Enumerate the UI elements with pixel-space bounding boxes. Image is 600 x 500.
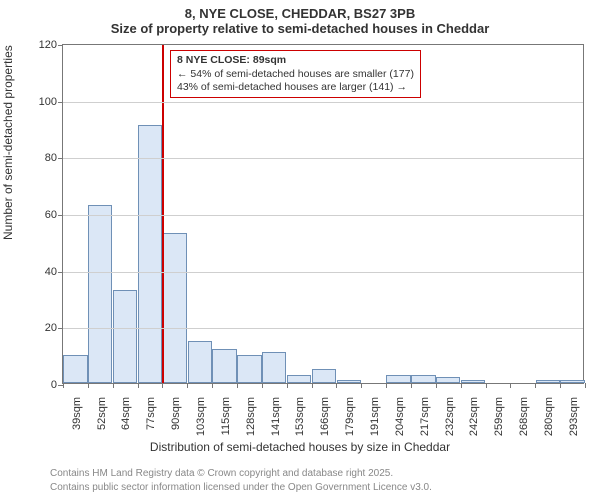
x-tick-label: 115sqm bbox=[220, 397, 232, 435]
chart-title: 8, NYE CLOSE, CHEDDAR, BS27 3PB Size of … bbox=[0, 6, 600, 36]
x-tick-label: 259sqm bbox=[493, 397, 505, 436]
gridline-h bbox=[63, 328, 583, 329]
bar bbox=[436, 377, 460, 383]
x-tick-mark bbox=[312, 383, 313, 388]
annotation-line-1: 8 NYE CLOSE: 89sqm bbox=[177, 54, 414, 67]
x-tick-mark bbox=[560, 383, 561, 388]
title-line-1: 8, NYE CLOSE, CHEDDAR, BS27 3PB bbox=[0, 6, 600, 21]
bar bbox=[138, 125, 162, 383]
x-tick-mark bbox=[88, 383, 89, 388]
gridline-h bbox=[63, 272, 583, 273]
bar bbox=[461, 380, 485, 383]
footer-line-2: Contains public sector information licen… bbox=[50, 481, 586, 495]
x-tick-mark bbox=[585, 383, 586, 388]
x-tick-mark bbox=[262, 383, 263, 388]
x-tick-mark bbox=[386, 383, 387, 388]
bar bbox=[287, 375, 311, 384]
bar bbox=[188, 341, 212, 384]
x-tick-label: 242sqm bbox=[468, 397, 480, 436]
x-tick-label: 52sqm bbox=[96, 397, 108, 430]
y-tick-label: 0 bbox=[51, 379, 63, 391]
y-tick-label: 100 bbox=[39, 96, 63, 108]
gridline-h bbox=[63, 102, 583, 103]
x-tick-mark bbox=[361, 383, 362, 388]
x-tick-label: 166sqm bbox=[319, 397, 331, 436]
x-tick-mark bbox=[411, 383, 412, 388]
footer: Contains HM Land Registry data © Crown c… bbox=[50, 467, 586, 494]
x-tick-mark bbox=[138, 383, 139, 388]
title-line-2: Size of property relative to semi-detach… bbox=[0, 21, 600, 36]
x-tick-mark bbox=[336, 383, 337, 388]
x-tick-label: 64sqm bbox=[120, 397, 132, 430]
bar bbox=[411, 375, 435, 384]
y-tick-label: 20 bbox=[45, 322, 63, 334]
annotation-box: 8 NYE CLOSE: 89sqm ← 54% of semi-detache… bbox=[170, 50, 421, 98]
chart-root: 8, NYE CLOSE, CHEDDAR, BS27 3PB Size of … bbox=[0, 0, 600, 500]
x-tick-label: 179sqm bbox=[344, 397, 356, 436]
y-axis-label: Number of semi-detached properties bbox=[1, 45, 15, 240]
x-tick-mark bbox=[510, 383, 511, 388]
y-tick-label: 80 bbox=[45, 152, 63, 164]
plot-area: 8 NYE CLOSE: 89sqm ← 54% of semi-detache… bbox=[62, 44, 584, 384]
bar bbox=[560, 380, 584, 383]
y-tick-label: 40 bbox=[45, 266, 63, 278]
x-tick-label: 141sqm bbox=[270, 397, 282, 436]
x-tick-label: 217sqm bbox=[419, 397, 431, 436]
bar bbox=[113, 290, 137, 384]
gridline-h bbox=[63, 158, 583, 159]
x-tick-mark bbox=[63, 383, 64, 388]
x-tick-label: 191sqm bbox=[369, 397, 381, 436]
gridline-h bbox=[63, 215, 583, 216]
x-tick-mark bbox=[461, 383, 462, 388]
x-tick-label: 90sqm bbox=[170, 397, 182, 430]
annotation-line-3: 43% of semi-detached houses are larger (… bbox=[177, 81, 414, 94]
bar bbox=[536, 380, 560, 383]
bar bbox=[63, 355, 87, 383]
x-tick-label: 232sqm bbox=[444, 397, 456, 436]
y-tick-label: 60 bbox=[45, 209, 63, 221]
bar bbox=[88, 205, 112, 384]
x-tick-mark bbox=[237, 383, 238, 388]
footer-line-1: Contains HM Land Registry data © Crown c… bbox=[50, 467, 586, 481]
annotation-line-2: ← 54% of semi-detached houses are smalle… bbox=[177, 68, 414, 81]
x-tick-label: 128sqm bbox=[245, 397, 257, 436]
x-tick-label: 204sqm bbox=[394, 397, 406, 436]
marker-line bbox=[162, 45, 164, 383]
bar bbox=[163, 233, 187, 383]
x-tick-label: 39sqm bbox=[71, 397, 83, 430]
x-tick-label: 280sqm bbox=[543, 397, 555, 436]
bar bbox=[237, 355, 261, 383]
x-tick-label: 103sqm bbox=[195, 397, 207, 436]
bar bbox=[212, 349, 236, 383]
bar bbox=[337, 380, 361, 383]
x-tick-label: 268sqm bbox=[518, 397, 530, 436]
bar bbox=[312, 369, 336, 383]
x-tick-mark bbox=[535, 383, 536, 388]
x-tick-label: 293sqm bbox=[568, 397, 580, 436]
x-tick-mark bbox=[287, 383, 288, 388]
x-tick-label: 77sqm bbox=[145, 397, 157, 430]
x-tick-mark bbox=[212, 383, 213, 388]
x-tick-mark bbox=[187, 383, 188, 388]
x-tick-mark bbox=[113, 383, 114, 388]
y-tick-label: 120 bbox=[39, 39, 63, 51]
bar bbox=[386, 375, 410, 384]
bar bbox=[262, 352, 286, 383]
x-tick-mark bbox=[436, 383, 437, 388]
x-axis-label: Distribution of semi-detached houses by … bbox=[0, 440, 600, 454]
x-tick-mark bbox=[162, 383, 163, 388]
x-tick-mark bbox=[486, 383, 487, 388]
x-tick-label: 153sqm bbox=[294, 397, 306, 436]
